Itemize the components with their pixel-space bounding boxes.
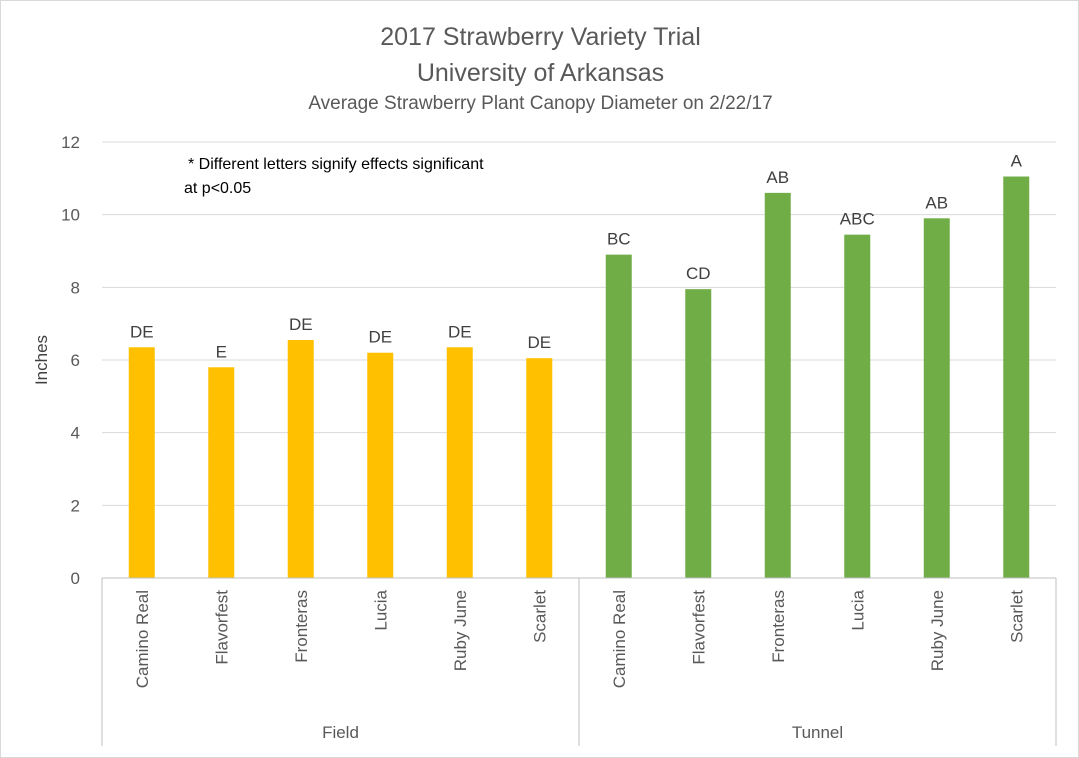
y-axis-title: Inches	[32, 335, 51, 385]
x-tick-label: Fronteras	[769, 590, 788, 663]
y-tick-label: 0	[71, 569, 80, 588]
bar-data-label: DE	[527, 333, 551, 352]
chart-subtitle: University of Arkansas	[416, 59, 665, 87]
x-tick-label: Flavorfest	[689, 590, 708, 665]
bar	[764, 192, 791, 578]
bar	[446, 347, 473, 578]
y-tick-label: 12	[61, 133, 80, 152]
y-tick-label: 2	[71, 496, 80, 515]
bar	[1003, 176, 1030, 578]
chart-subtitle-secondary: Average Strawberry Plant Canopy Diameter…	[308, 93, 773, 114]
x-tick-label: Ruby June	[928, 590, 947, 671]
bar-data-label: BC	[607, 230, 631, 249]
bar-data-label: AB	[925, 193, 948, 212]
bar	[128, 347, 155, 578]
x-tick-label: Camino Real	[610, 590, 629, 688]
bar-data-label: A	[1011, 152, 1023, 171]
bar	[287, 340, 314, 578]
bar-data-label: DE	[368, 328, 392, 347]
x-tick-label: Fronteras	[292, 590, 311, 663]
x-tick-label: Scarlet	[530, 590, 549, 643]
y-tick-label: 4	[71, 424, 80, 443]
bar	[685, 289, 712, 578]
significance-note-line1: * Different letters signify effects sign…	[188, 156, 484, 173]
bar	[844, 234, 871, 578]
bar-data-label: DE	[130, 322, 154, 341]
x-tick-label: Ruby June	[451, 590, 470, 671]
bar-data-label: DE	[448, 322, 472, 341]
bar	[605, 254, 632, 578]
significance-note-line2: at p<0.05	[184, 180, 252, 197]
x-tick-label: Lucia	[848, 589, 867, 630]
bar	[923, 218, 950, 579]
x-tick-label: Scarlet	[1007, 590, 1026, 643]
group-label: Field	[322, 723, 359, 742]
chart-title: 2017 Strawberry Variety Trial	[380, 23, 701, 51]
y-tick-label: 6	[71, 351, 80, 370]
bar-data-label: CD	[686, 264, 711, 283]
group-label: Tunnel	[792, 723, 843, 742]
bar	[367, 352, 394, 578]
bar-data-label: E	[216, 342, 227, 361]
bar-data-label: DE	[289, 315, 313, 334]
y-tick-label: 10	[61, 206, 80, 225]
x-tick-label: Camino Real	[133, 590, 152, 688]
x-tick-label: Lucia	[371, 589, 390, 630]
y-tick-label: 8	[71, 278, 80, 297]
bar	[208, 367, 235, 578]
x-tick-label: Flavorfest	[212, 590, 231, 665]
bar	[526, 358, 553, 578]
bar-data-label: AB	[766, 168, 789, 187]
bar-data-label: ABC	[840, 210, 875, 229]
